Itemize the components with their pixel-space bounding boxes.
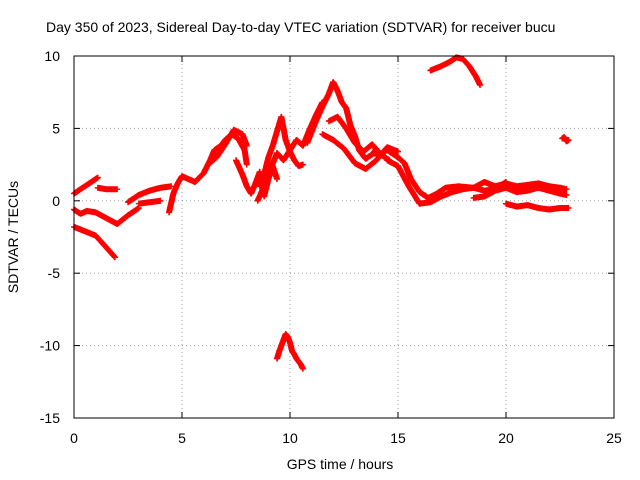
series-track-q <box>470 184 570 201</box>
series-track-t <box>559 134 572 145</box>
y-tick-label: -15 <box>40 410 60 426</box>
data-point-markers <box>166 131 250 216</box>
x-tick-label: 20 <box>498 430 514 446</box>
grid-layer <box>74 56 614 418</box>
data-point-markers <box>94 184 121 193</box>
series-track-b <box>94 184 121 193</box>
series-track-c <box>71 205 142 227</box>
data-point-markers <box>325 113 393 164</box>
data-point-markers <box>71 223 118 261</box>
data-point-markers <box>256 113 306 190</box>
data-point-markers <box>135 197 164 207</box>
y-tick-label: -5 <box>48 265 61 281</box>
plot-frame <box>73 55 615 419</box>
y-tick-label: 5 <box>52 120 60 136</box>
y-tick-label: 0 <box>52 193 60 209</box>
data-point-markers <box>470 184 570 201</box>
y-axis-label: SDTVAR / TECUs <box>5 181 21 293</box>
series-track-f <box>135 197 164 207</box>
series-track-e <box>125 183 175 206</box>
y-tick-label: 10 <box>44 48 60 64</box>
series-track-r <box>427 54 484 88</box>
data-point-markers <box>125 183 175 206</box>
series-track-j <box>256 113 306 190</box>
x-axis-label: GPS time / hours <box>287 456 394 472</box>
y-tick-label: -10 <box>40 338 60 354</box>
data-point-markers <box>503 200 572 213</box>
data-point-markers <box>274 331 306 372</box>
tick-layer: 0 5 10 15 20 25 -15 -10 -5 0 5 10 <box>40 48 622 446</box>
data-point-markers <box>71 174 101 197</box>
data-point-markers <box>427 54 484 88</box>
data-layer <box>71 54 572 372</box>
data-point-markers <box>559 134 572 145</box>
series-track-h <box>204 126 250 168</box>
x-tick-label: 15 <box>390 430 406 446</box>
series-track-s <box>503 200 572 213</box>
data-point-markers <box>71 205 142 227</box>
x-tick-label: 5 <box>178 430 186 446</box>
data-point-markers <box>204 126 250 168</box>
series-track-d <box>71 223 118 261</box>
series-track-a <box>71 174 101 197</box>
chart-title: Day 350 of 2023, Sidereal Day-to-day VTE… <box>46 19 555 35</box>
series-track-u <box>274 331 306 372</box>
series-track-n <box>325 113 393 164</box>
x-tick-label: 25 <box>606 430 622 446</box>
x-tick-label: 0 <box>70 430 78 446</box>
series-track-g <box>166 131 250 216</box>
x-tick-label: 10 <box>282 430 298 446</box>
